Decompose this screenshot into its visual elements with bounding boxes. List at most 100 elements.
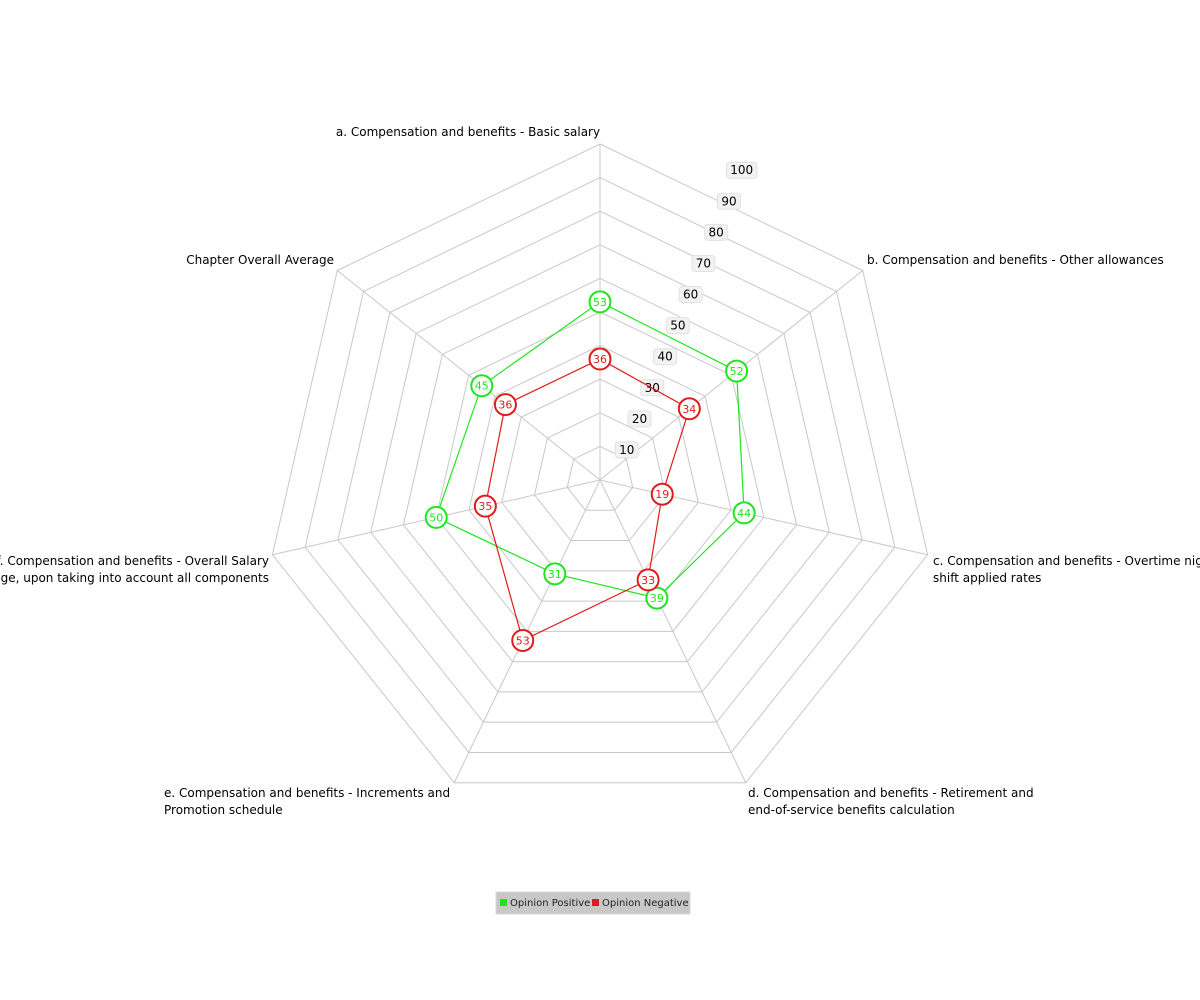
tick-label: 20 [632, 412, 647, 426]
data-point: 19 [650, 482, 674, 506]
legend-swatch-positive [500, 899, 507, 906]
grid-ring [402, 277, 798, 663]
axis-label-line: a. Compensation and benefits - Basic sal… [336, 125, 600, 139]
data-label: 45 [475, 380, 489, 393]
tick-label: 60 [683, 288, 698, 302]
data-point: 34 [677, 397, 701, 421]
data-point: 31 [543, 562, 567, 586]
data-point-marker [493, 393, 517, 417]
tick-label-background [704, 223, 729, 241]
axis-label: b. Compensation and benefits - Other all… [867, 253, 1164, 267]
tick-label: 10 [619, 443, 634, 457]
axis-labels: a. Compensation and benefits - Basic sal… [0, 125, 1200, 817]
axis-label-line: package, upon taking into account all co… [0, 571, 269, 585]
tick-label-background [678, 286, 703, 304]
data-label: 35 [478, 500, 492, 513]
axis-label: Chapter Overall Average [186, 253, 334, 267]
data-point: 39 [645, 586, 669, 610]
series-opinion-negative: 36 34 19 33 53 35 36 [473, 347, 701, 652]
tick-label: 90 [721, 194, 736, 208]
tick-label-background [691, 254, 716, 272]
data-label: 50 [429, 511, 443, 524]
data-label: 31 [548, 568, 562, 581]
axis-label-line: e. Compensation and benefits - Increment… [164, 786, 450, 800]
grid-ring [435, 311, 765, 632]
axis-label: e. Compensation and benefits - Increment… [164, 786, 450, 817]
data-label: 19 [655, 488, 669, 501]
axis-label-line: b. Compensation and benefits - Other all… [867, 253, 1164, 267]
grid-ring [468, 345, 732, 602]
data-label: 52 [730, 365, 744, 378]
data-point: 44 [732, 501, 756, 525]
grid-spoke [599, 479, 928, 556]
data-point-marker [470, 374, 494, 398]
data-point-marker [645, 586, 669, 610]
data-point-marker [511, 628, 535, 652]
data-point: 36 [493, 393, 517, 417]
data-label: 36 [498, 399, 512, 412]
tick-label-background [665, 317, 690, 335]
data-point: 36 [588, 347, 612, 371]
axis-label-line: end-of-service benefits calculation [748, 803, 955, 817]
legend-label-positive: Opinion Positive [510, 898, 590, 909]
data-point: 35 [473, 494, 497, 518]
series-layer: 53 52 44 39 31 50 45 36 34 19 33 53 35 36 [424, 290, 756, 652]
data-point: 50 [424, 505, 448, 529]
axis-label-line: c. Compensation and benefits - Overtime … [933, 554, 1200, 568]
legend: Opinion Positive Opinion Negative [495, 891, 691, 915]
series-opinion-positive: 53 52 44 39 31 50 45 [424, 290, 756, 610]
grid-ring [533, 412, 667, 542]
axis-label: f. Compensation and benefits - Overall S… [0, 554, 269, 585]
data-label: 33 [641, 574, 655, 587]
axis-label-line: shift applied rates [933, 571, 1041, 585]
data-point: 53 [588, 290, 612, 314]
axis-label-line: f. Compensation and benefits - Overall S… [0, 554, 269, 568]
data-point: 53 [511, 628, 535, 652]
axis-label-line: d. Compensation and benefits - Retiremen… [748, 786, 1034, 800]
axis-label: d. Compensation and benefits - Retiremen… [748, 786, 1034, 817]
tick-label-background [614, 441, 639, 459]
series-line [435, 301, 745, 599]
data-point: 52 [725, 359, 749, 383]
data-point-marker [677, 397, 701, 421]
data-point-marker [473, 494, 497, 518]
data-point-marker [650, 482, 674, 506]
tick-label-background [653, 348, 678, 366]
tick-label: 70 [696, 256, 711, 270]
data-label: 34 [682, 403, 696, 416]
data-label: 44 [737, 507, 751, 520]
data-point-marker [424, 505, 448, 529]
data-point-marker [588, 347, 612, 371]
legend-label-negative: Opinion Negative [602, 898, 689, 909]
tick-label: 80 [709, 225, 724, 239]
grid-ring [337, 210, 863, 723]
tick-label-background [627, 410, 652, 428]
tick-label: 50 [670, 319, 685, 333]
data-label: 53 [593, 296, 607, 309]
data-label: 53 [516, 634, 530, 647]
axis-label: c. Compensation and benefits - Overtime … [933, 554, 1200, 585]
data-point-marker [732, 501, 756, 525]
data-point-marker [543, 562, 567, 586]
data-label: 39 [650, 592, 664, 605]
radar-spokes [272, 144, 928, 783]
grid-spoke [336, 270, 601, 481]
data-point-marker [588, 290, 612, 314]
data-point-marker [636, 568, 660, 592]
axis-label: a. Compensation and benefits - Basic sal… [336, 125, 600, 139]
grid-spoke [599, 479, 747, 783]
data-point: 33 [636, 568, 660, 592]
data-point: 45 [470, 374, 494, 398]
tick-label: 100 [730, 163, 753, 177]
series-line [484, 358, 691, 642]
tick-label: 40 [657, 350, 672, 364]
data-point-marker [725, 359, 749, 383]
axis-label-line: Promotion schedule [164, 803, 283, 817]
grid-ring [304, 177, 896, 753]
legend-swatch-negative [592, 899, 599, 906]
tick-label-background [716, 192, 741, 210]
grid-ring [271, 143, 929, 784]
axis-label-line: Chapter Overall Average [186, 253, 334, 267]
grid-ring [566, 445, 634, 511]
data-label: 36 [593, 353, 607, 366]
